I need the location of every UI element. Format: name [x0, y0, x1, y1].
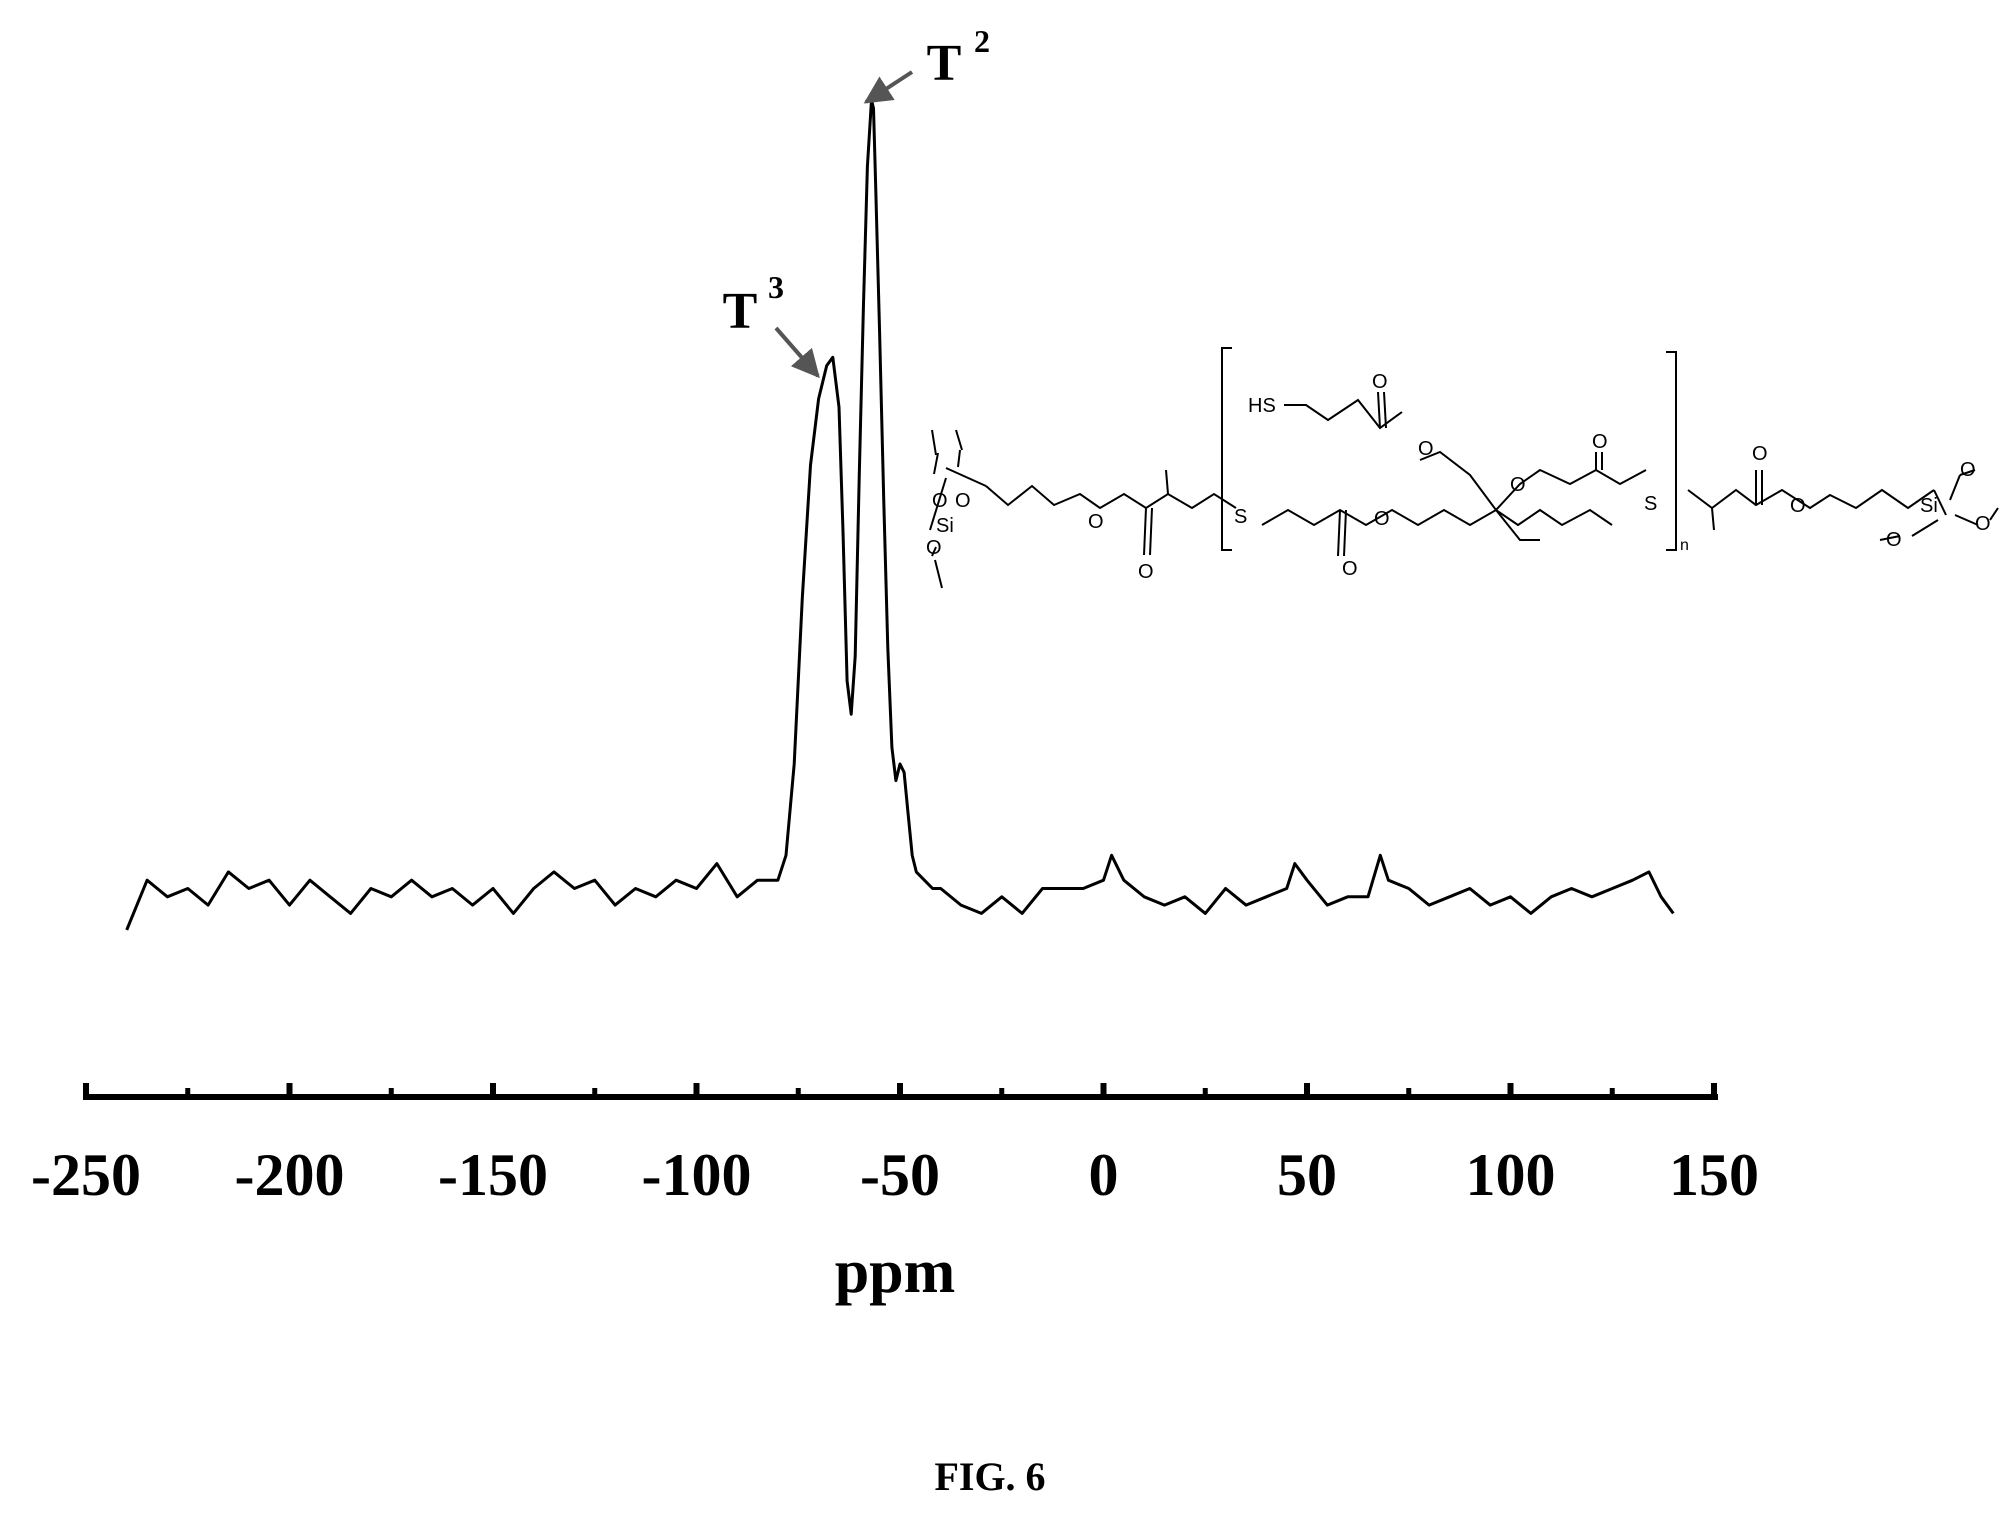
atom-o: O — [955, 490, 971, 512]
spectrum-line — [125, 98, 1675, 931]
x-tick-label: -200 — [235, 1142, 345, 1208]
chemical-structure — [929, 347, 1999, 589]
peak-label-t3: T 3 — [723, 269, 820, 379]
atom-o: O — [932, 490, 948, 512]
x-tick-label: -100 — [642, 1142, 752, 1208]
peak-label-t2-text: T — [927, 35, 962, 92]
atom-o: O — [1342, 558, 1358, 580]
x-tick-label: 100 — [1466, 1142, 1556, 1208]
x-axis-tick-labels: -250 -200 -150 -100 -50 0 50 100 150 — [31, 1142, 1759, 1208]
atom-o: O — [1960, 459, 1976, 481]
peak-label-t3-sup: 3 — [768, 269, 784, 305]
atom-o: O — [1372, 371, 1388, 393]
atom-o: O — [1088, 511, 1104, 533]
repeat-count-n: n — [1680, 537, 1689, 554]
repeat-unit-chain — [1261, 508, 1613, 527]
pendant-mercaptopropionate — [1284, 398, 1403, 430]
x-tick-label: -250 — [31, 1142, 141, 1208]
atom-s-right: S — [1644, 493, 1657, 515]
left-trimethoxysilyl-group — [929, 429, 987, 589]
right-trimethoxysilyl-group — [1879, 469, 1999, 541]
atom-o: O — [1975, 513, 1991, 535]
peak-label-t2-sup: 2 — [974, 23, 990, 59]
x-axis-ticks — [83, 1083, 1717, 1100]
atom-si-right: Si — [1920, 495, 1938, 517]
atom-o: O — [1752, 443, 1768, 465]
peak-label-t3-text: T — [723, 283, 758, 340]
atom-o: O — [1374, 508, 1390, 530]
x-axis-label: ppm — [835, 1238, 956, 1306]
atom-o: O — [1138, 561, 1154, 583]
atom-o: O — [1886, 529, 1902, 551]
atom-o: O — [1790, 495, 1806, 517]
atom-o: O — [1510, 474, 1526, 496]
plot-area — [125, 98, 1675, 931]
x-tick-label: -50 — [860, 1142, 940, 1208]
peak-label-t2: T 2 — [863, 23, 990, 104]
peak-arrow-t3 — [774, 326, 820, 379]
x-axis: -250 -200 -150 -100 -50 0 50 100 150 — [31, 1083, 1759, 1208]
atom-o: O — [1418, 438, 1434, 460]
peak-arrow-t2 — [863, 70, 914, 104]
left-propyl-ester-chain — [985, 484, 1237, 510]
x-tick-label: 150 — [1669, 1142, 1759, 1208]
atom-s-left: S — [1234, 506, 1247, 528]
atom-o: O — [926, 537, 942, 559]
figure-caption: FIG. 6 — [934, 1454, 1045, 1499]
atom-o: O — [1592, 431, 1608, 453]
peak-annotations: T 2 T 3 — [723, 23, 990, 379]
right-ester-propyl-chain — [1687, 488, 1935, 510]
atom-si-left: Si — [936, 515, 954, 537]
x-tick-label: -150 — [438, 1142, 548, 1208]
x-tick-label: 0 — [1089, 1142, 1119, 1208]
x-tick-label: 50 — [1277, 1142, 1337, 1208]
structure-atom-labels: O O Si O O O S HS O O O O O O S n O O Si… — [926, 371, 1991, 583]
atom-hs: HS — [1248, 395, 1276, 417]
left-bracket — [1221, 347, 1232, 551]
right-bracket — [1666, 351, 1677, 551]
